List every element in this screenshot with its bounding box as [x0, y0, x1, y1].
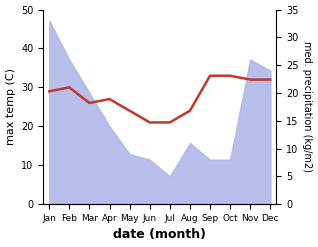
- X-axis label: date (month): date (month): [113, 228, 206, 242]
- Y-axis label: med. precipitation (kg/m2): med. precipitation (kg/m2): [302, 41, 313, 172]
- Y-axis label: max temp (C): max temp (C): [5, 68, 16, 145]
